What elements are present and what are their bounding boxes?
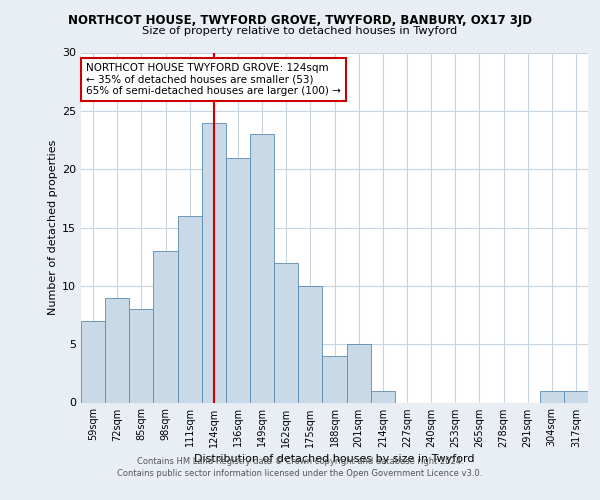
Text: Contains public sector information licensed under the Open Government Licence v3: Contains public sector information licen…: [118, 468, 482, 477]
Bar: [154, 251, 178, 402]
Bar: [105, 298, 129, 403]
Bar: [129, 309, 154, 402]
Bar: [371, 391, 395, 402]
X-axis label: Distribution of detached houses by size in Twyford: Distribution of detached houses by size …: [194, 454, 475, 464]
Bar: [347, 344, 371, 403]
Text: Contains HM Land Registry data © Crown copyright and database right 2024.: Contains HM Land Registry data © Crown c…: [137, 457, 463, 466]
Bar: [226, 158, 250, 402]
Bar: [178, 216, 202, 402]
Text: NORTHCOT HOUSE, TWYFORD GROVE, TWYFORD, BANBURY, OX17 3JD: NORTHCOT HOUSE, TWYFORD GROVE, TWYFORD, …: [68, 14, 532, 27]
Text: NORTHCOT HOUSE TWYFORD GROVE: 124sqm
← 35% of detached houses are smaller (53)
6: NORTHCOT HOUSE TWYFORD GROVE: 124sqm ← 3…: [86, 63, 341, 96]
Bar: [564, 391, 588, 402]
Y-axis label: Number of detached properties: Number of detached properties: [48, 140, 58, 315]
Bar: [250, 134, 274, 402]
Bar: [81, 321, 105, 402]
Bar: [298, 286, 322, 403]
Text: Size of property relative to detached houses in Twyford: Size of property relative to detached ho…: [142, 26, 458, 36]
Bar: [322, 356, 347, 403]
Bar: [274, 262, 298, 402]
Bar: [540, 391, 564, 402]
Bar: [202, 122, 226, 402]
